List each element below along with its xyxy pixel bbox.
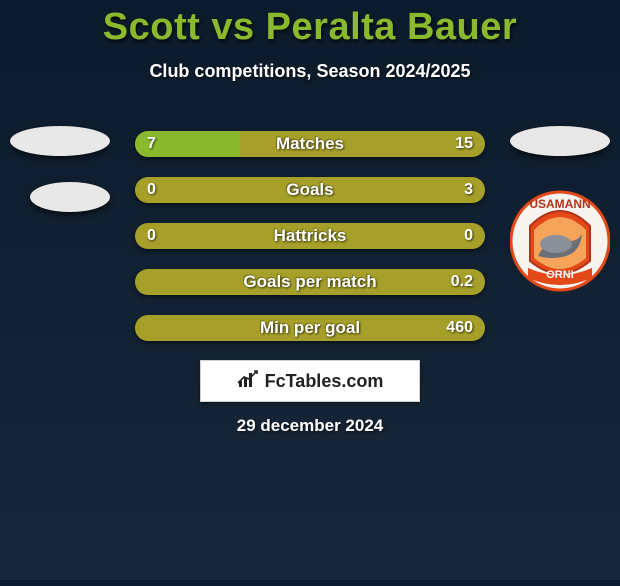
player-left-avatar bbox=[10, 126, 110, 156]
metric-label: Min per goal bbox=[135, 315, 485, 341]
metric-row-matches: 7 Matches 15 bbox=[135, 131, 485, 157]
player-right-avatar bbox=[510, 126, 610, 156]
metric-label: Matches bbox=[135, 131, 485, 157]
page-subtitle: Club competitions, Season 2024/2025 bbox=[0, 61, 620, 82]
metric-right-value: 0.2 bbox=[451, 269, 473, 295]
metric-row-hattricks: 0 Hattricks 0 bbox=[135, 223, 485, 249]
metric-right-value: 15 bbox=[455, 131, 473, 157]
metric-right-value: 0 bbox=[464, 223, 473, 249]
metric-right-value: 3 bbox=[464, 177, 473, 203]
brand-text: FcTables.com bbox=[265, 371, 384, 392]
svg-text:ORNI: ORNI bbox=[546, 269, 574, 281]
date-label: 29 december 2024 bbox=[0, 416, 620, 436]
metric-right-value: 460 bbox=[446, 315, 473, 341]
metric-row-mpg: Min per goal 460 bbox=[135, 315, 485, 341]
metric-label: Goals bbox=[135, 177, 485, 203]
comparison-bars: 7 Matches 15 0 Goals 3 0 Hattricks 0 Goa… bbox=[135, 131, 485, 361]
metric-row-gpm: Goals per match 0.2 bbox=[135, 269, 485, 295]
club-right-logo: USAMANN ORNI bbox=[510, 186, 610, 296]
club-left-logo bbox=[30, 182, 110, 212]
metric-label: Goals per match bbox=[135, 269, 485, 295]
brand-chart-icon bbox=[237, 369, 259, 394]
page-title: Scott vs Peralta Bauer bbox=[0, 6, 620, 49]
svg-text:USAMANN: USAMANN bbox=[529, 197, 590, 211]
metric-label: Hattricks bbox=[135, 223, 485, 249]
metric-row-goals: 0 Goals 3 bbox=[135, 177, 485, 203]
brand-box: FcTables.com bbox=[200, 360, 420, 402]
